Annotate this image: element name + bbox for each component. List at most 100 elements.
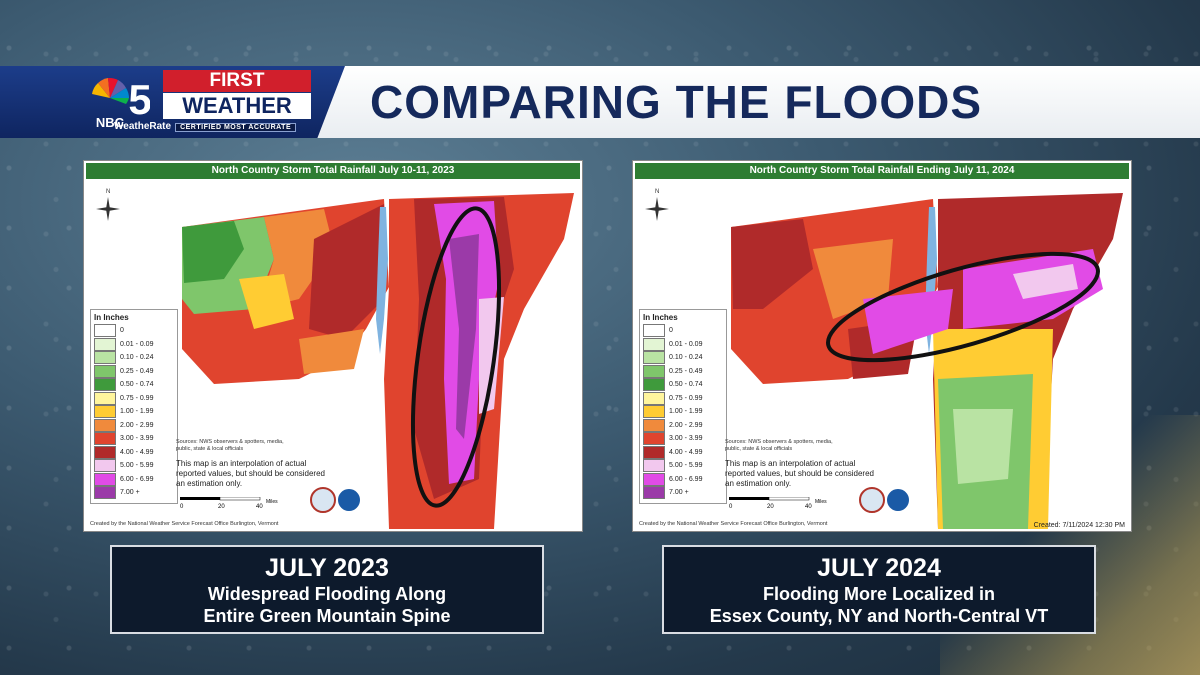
legend-label: 5.00 - 5.99: [669, 462, 703, 470]
rainfall-map-graphic: N: [645, 189, 1123, 529]
legend-row: 0.75 - 0.99: [643, 391, 723, 406]
weather-badge: WEATHER: [163, 93, 311, 119]
legend-row: 5.00 - 5.99: [94, 459, 174, 473]
nbc-peacock-icon: NBC 5: [92, 76, 150, 130]
flood-highlight-oval: [410, 206, 502, 508]
legend-swatch: [94, 324, 116, 338]
legend-row: 7.00 +: [643, 486, 723, 500]
legend-label: 0.75 - 0.99: [669, 394, 703, 402]
legend-swatch: [94, 364, 116, 378]
scale-label-40: 40: [805, 504, 812, 510]
legend-rows: 0 0.01 - 0.09 0.10 - 0.24 0.25 - 0.49 0.50 -…: [94, 324, 174, 500]
scale-label-0: 0: [180, 504, 184, 510]
nws-seal-icon: [859, 487, 885, 513]
legend-label: 1.00 - 1.99: [669, 408, 703, 416]
legend-row: 4.00 - 4.99: [94, 445, 174, 460]
caption-line-2: Essex County, NY and North-Central VT: [709, 606, 1049, 626]
legend-swatch: [643, 445, 665, 459]
legend-label: 0: [120, 327, 124, 335]
rainfall-legend: In Inches 0 0.01 - 0.09 0.10 - 0.24 0.25 - …: [639, 309, 727, 504]
legend-row: 3.00 - 3.99: [94, 432, 174, 446]
legend-swatch: [94, 432, 116, 446]
legend-label: 0.01 - 0.09: [669, 340, 703, 348]
legend-swatch: [643, 472, 665, 486]
legend-title: In Inches: [643, 313, 678, 322]
legend-label: 6.00 - 6.99: [669, 475, 703, 483]
legend-swatch: [94, 405, 116, 419]
map-title: North Country Storm Total Rainfall Endin…: [635, 163, 1129, 179]
scale-label-40: 40: [256, 504, 263, 510]
legend-label: 1.00 - 1.99: [120, 408, 154, 416]
noaa-seal-icon: [885, 487, 911, 513]
legend-swatch: [643, 459, 665, 473]
legend-swatch: [94, 445, 116, 459]
legend-label: 4.00 - 4.99: [669, 448, 703, 456]
caption-title: JULY 2023: [265, 554, 389, 582]
legend-swatch: [94, 391, 116, 405]
legend-row: 2.00 - 2.99: [643, 418, 723, 433]
legend-row: 0.10 - 0.24: [643, 351, 723, 365]
weatherate-tagline: WeathеRate CERTIFIED MOST ACCURATE: [114, 121, 297, 132]
page-headline: COMPARING THE FLOODS: [370, 76, 983, 128]
map-credit: Created by the National Weather Service …: [90, 521, 279, 527]
scale-unit: Miles: [815, 499, 827, 505]
legend-row: 1.00 - 1.99: [94, 405, 174, 419]
legend-label: 3.00 - 3.99: [120, 435, 154, 443]
legend-row: 0.10 - 0.24: [94, 351, 174, 365]
map-created-timestamp: Created: 7/11/2024 12:30 PM: [1033, 522, 1125, 529]
legend-label: 0.50 - 0.74: [120, 381, 154, 389]
north-label: N: [655, 189, 659, 195]
legend-label: 7.00 +: [120, 489, 140, 497]
map-sources: Sources: NWS observers & spotters, media…: [725, 439, 833, 452]
scale-bar-graphic: 0 20 40 Miles: [729, 496, 827, 510]
north-arrow-icon: [645, 197, 669, 221]
certified-label: CERTIFIED MOST ACCURATE: [175, 123, 297, 132]
legend-row: 0.01 - 0.09: [94, 337, 174, 352]
map-sources: Sources: NWS observers & spotters, media…: [176, 439, 284, 452]
noaa-seal-icon: [336, 487, 362, 513]
rainfall-map-graphic: N: [96, 189, 574, 529]
scale-label-20: 20: [767, 504, 774, 510]
legend-swatch: [94, 459, 116, 473]
legend-swatch: [94, 337, 116, 351]
legend-swatch: [94, 472, 116, 486]
rainfall-map-2024: North Country Storm Total Rainfall Endin…: [632, 160, 1132, 532]
rainfall-map-2023: North Country Storm Total Rainfall July …: [83, 160, 583, 532]
legend-label: 4.00 - 4.99: [120, 448, 154, 456]
map-credit: Created by the National Weather Service …: [639, 521, 828, 527]
legend-swatch: [643, 364, 665, 378]
legend-row: 0.75 - 0.99: [94, 391, 174, 406]
legend-row: 0: [94, 324, 174, 338]
legend-label: 7.00 +: [669, 489, 689, 497]
legend-row: 2.00 - 2.99: [94, 418, 174, 433]
legend-row: 0.50 - 0.74: [643, 378, 723, 392]
legend-label: 0.10 - 0.24: [120, 354, 154, 362]
legend-swatch: [643, 391, 665, 405]
legend-label: 0.25 - 0.49: [669, 367, 703, 375]
weatherate-label: WeathеRate: [114, 121, 172, 132]
legend-row: 0.50 - 0.74: [94, 378, 174, 392]
nbc-text: NBC: [96, 115, 125, 130]
legend-label: 0.10 - 0.24: [669, 354, 703, 362]
legend-label: 0.75 - 0.99: [120, 394, 154, 402]
legend-swatch: [94, 418, 116, 432]
map-scale-bar: 0 20 40 Miles: [180, 496, 280, 513]
legend-row: 3.00 - 3.99: [643, 432, 723, 446]
legend-row: 6.00 - 6.99: [94, 472, 174, 487]
rainfall-legend: In Inches 0 0.01 - 0.09 0.10 - 0.24 0.25 - …: [90, 309, 178, 504]
legend-swatch: [94, 378, 116, 392]
north-arrow-icon: [96, 197, 120, 221]
legend-label: 0: [669, 327, 673, 335]
legend-label: 0.01 - 0.09: [120, 340, 154, 348]
north-label: N: [106, 189, 110, 195]
legend-label: 0.25 - 0.49: [120, 367, 154, 375]
flood-highlight-oval: [826, 251, 1100, 363]
first-warning-badge: FIRST WARNING: [163, 70, 311, 113]
legend-title: In Inches: [94, 313, 129, 322]
channel-number: 5: [128, 76, 150, 123]
legend-swatch: [643, 337, 665, 351]
legend-label: 6.00 - 6.99: [120, 475, 154, 483]
caption-line-1: Flooding More Localized in: [763, 584, 995, 604]
legend-row: 0.25 - 0.49: [94, 364, 174, 379]
map-disclaimer: This map is an interpolation of actual r…: [176, 459, 325, 488]
